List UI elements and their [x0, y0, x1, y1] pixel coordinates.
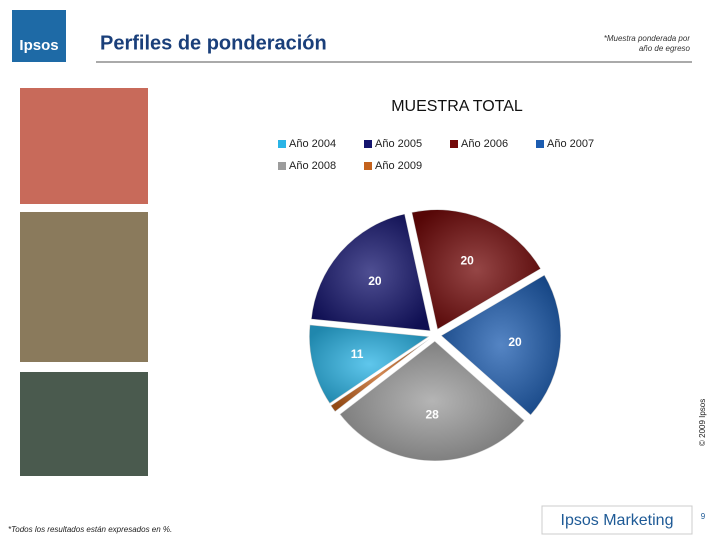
brand: Ipsos Marketing: [561, 512, 674, 529]
legend-label: Año 2008: [289, 160, 336, 172]
legend-label: Año 2007: [547, 138, 594, 150]
photo: [20, 372, 148, 476]
logo-box: [12, 10, 66, 62]
legend-swatch: [364, 162, 372, 170]
slide-title: Perfiles de ponderación: [100, 32, 327, 54]
logo-text: Ipsos: [19, 37, 58, 54]
pie: 11 20 20 20 28: [308, 209, 562, 462]
slice-shade: [311, 213, 431, 332]
page-number: 9: [701, 512, 706, 521]
data-label: 11: [351, 347, 364, 361]
data-label: 20: [461, 253, 475, 267]
note-box: *Muestra ponderada por año de egreso: [603, 34, 690, 53]
legend-swatch: [278, 140, 286, 148]
legend-label: Año 2004: [289, 138, 336, 150]
weight-note: *Muestra ponderada por año de egreso: [603, 34, 690, 53]
legend: Año 2004 Año 2005 Año 2006 Año 2007 Año 2008…: [278, 138, 594, 172]
chart-title: MUESTRA TOTAL: [391, 98, 523, 115]
data-label: 20: [368, 274, 382, 288]
legend-swatch: [536, 140, 544, 148]
legend-label: Año 2006: [461, 138, 508, 150]
legend-swatch: [450, 140, 458, 148]
legend-swatch: [364, 140, 372, 148]
photo: [20, 212, 148, 362]
slice-shade: [339, 340, 525, 461]
footnote: *Todos los resultados están expresados e…: [8, 525, 172, 534]
data-label: 28: [426, 408, 440, 422]
slice-shade: [411, 209, 541, 330]
data-label: 20: [508, 335, 522, 349]
copyright: © 2009 Ipsos: [698, 399, 707, 446]
legend-label: Año 2009: [375, 160, 422, 172]
slice-shade: [309, 324, 430, 404]
brand-box: [541, 505, 693, 535]
legend-label: Año 2005: [375, 138, 422, 150]
photo: [20, 88, 148, 204]
slice-shade: [330, 338, 431, 412]
legend-swatch: [278, 162, 286, 170]
slice-shade: [440, 274, 561, 416]
